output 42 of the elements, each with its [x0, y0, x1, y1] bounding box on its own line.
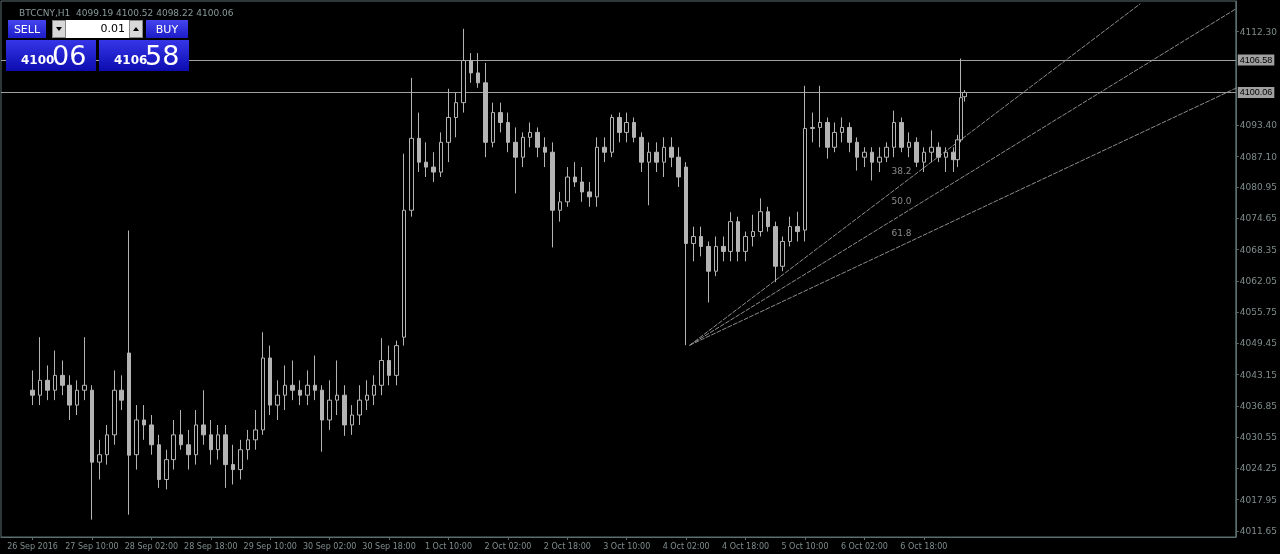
text: BTCCNY,H1 4099.19 4100.52 4098.22 4100.06 [19, 7, 234, 18]
series-label: 50.0 [891, 196, 912, 207]
series-label: 38.2 [891, 165, 912, 176]
y-tick-label: 4112.30 [1239, 26, 1278, 37]
x-tick-label: 2 Oct 02:00 [484, 541, 532, 551]
y-tick-label: 4080.95 [1239, 182, 1277, 193]
y-tick-label: 4049.45 [1239, 338, 1277, 349]
y-tick-label: 4036.85 [1239, 400, 1277, 411]
y-tick-label: 4093.40 [1239, 120, 1278, 131]
y-tick-label: 4043.15 [1239, 369, 1277, 380]
x-tick-label: 29 Sep 10:00 [243, 541, 297, 551]
x-tick-label: 30 Sep 02:00 [302, 541, 357, 551]
x-tick-label: 30 Sep 18:00 [362, 541, 416, 551]
x-tick-label: 5 Oct 10:00 [781, 541, 829, 551]
y-tick-label: 4068.35 [1239, 244, 1277, 255]
annotation: BUY [146, 20, 188, 38]
ref-line-label: 4106.58 [1239, 55, 1273, 66]
y-tick-label: 4062.05 [1239, 275, 1277, 286]
y-tick-label: 4017.95 [1239, 494, 1277, 505]
x-tick-label: 26 Sep 2016 [7, 541, 58, 551]
series-label: 61.8 [891, 227, 912, 238]
x-tick-label: 28 Sep 02:00 [124, 541, 179, 551]
annotation: 06 [52, 40, 87, 71]
x-tick-label: 4 Oct 18:00 [722, 541, 770, 551]
annotation: SELL [8, 20, 46, 38]
x-tick-label: 3 Oct 10:00 [603, 541, 651, 551]
x-tick-label: 27 Sep 10:00 [65, 541, 119, 551]
ref-line-label: 4100.06 [1239, 87, 1273, 98]
annotation: 0.01 [66, 20, 129, 38]
x-tick-label: 28 Sep 18:00 [184, 541, 238, 551]
y-tick-label: 4030.55 [1239, 432, 1277, 443]
y-tick-label: 4074.65 [1239, 213, 1277, 224]
x-tick-label: 2 Oct 18:00 [543, 541, 591, 551]
x-tick-label: 1 Oct 10:00 [424, 541, 473, 551]
y-tick-label: 4024.25 [1239, 463, 1277, 474]
y-tick-label: 4055.75 [1239, 307, 1277, 318]
x-tick-label: 6 Oct 18:00 [900, 541, 948, 551]
annotation: 4106 [114, 53, 148, 67]
y-tick-label: 4087.10 [1239, 151, 1278, 162]
y-tick-label: 4011.65 [1239, 525, 1277, 536]
x-tick-label: 6 Oct 02:00 [840, 541, 888, 551]
x-tick-label: 4 Oct 02:00 [662, 541, 710, 551]
